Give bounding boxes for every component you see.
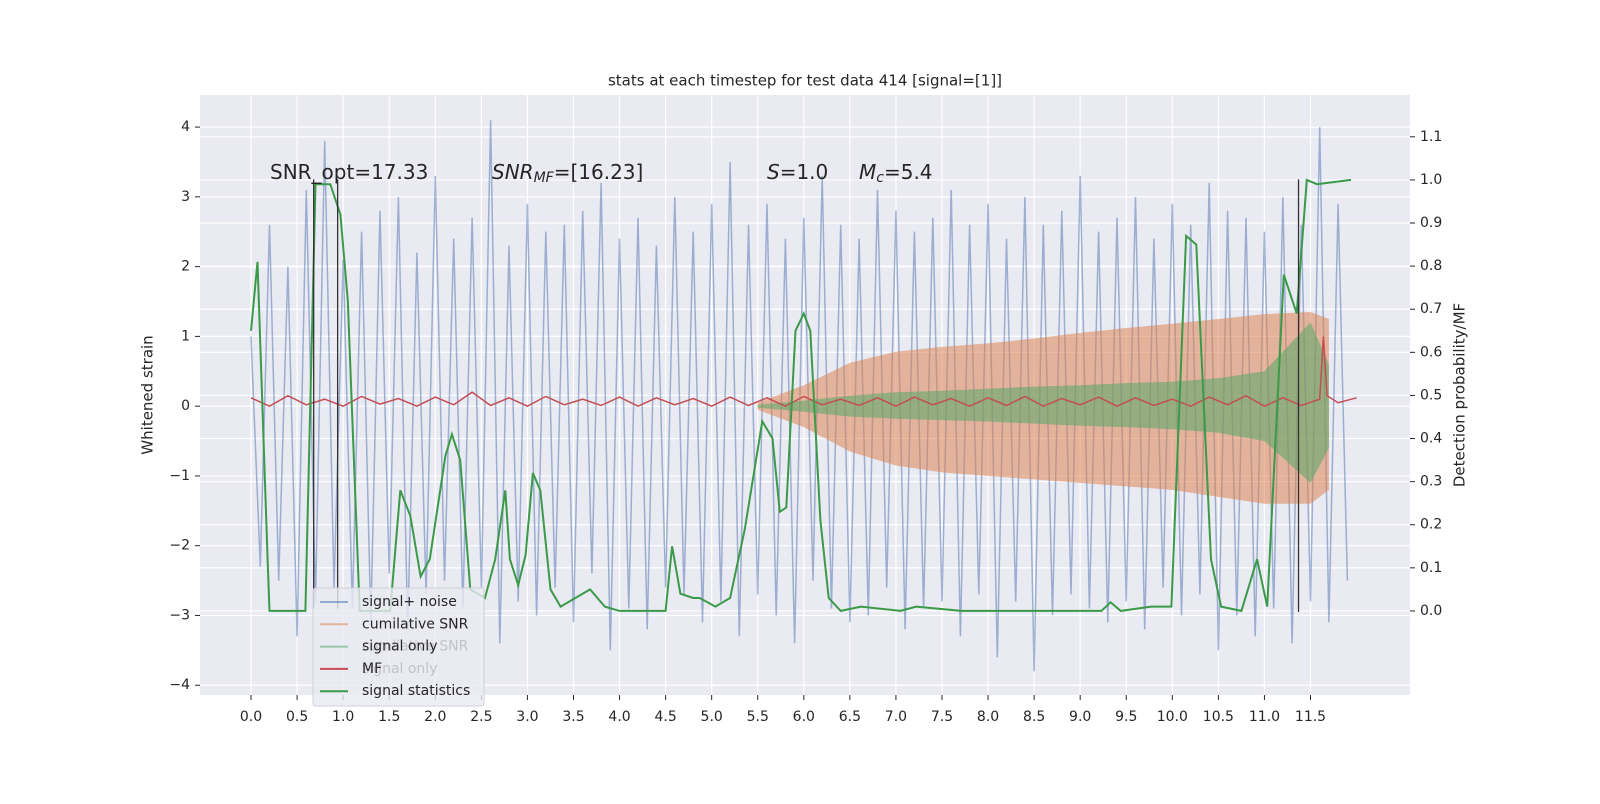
- y-axis-label: Whitened strain: [139, 335, 157, 454]
- x-tick-label: 3.5: [562, 709, 584, 725]
- y-tick-label: 1: [181, 328, 190, 344]
- x-tick-label: 4.5: [654, 709, 676, 725]
- y2-axis-label: Detection probability/MF: [1451, 303, 1469, 487]
- y-tick-label: −4: [169, 677, 190, 693]
- x-tick-label: 7.0: [885, 709, 907, 725]
- y-tick-label: 0: [181, 398, 190, 414]
- x-tick-label: 0.5: [286, 709, 308, 725]
- y2-tick-label: 0.5: [1420, 387, 1442, 403]
- legend-label: cumilative SNR: [362, 616, 469, 632]
- legend-label: signal+ noise: [362, 594, 457, 610]
- annotation: S=1.0: [767, 160, 828, 184]
- y2-tick-label: 1.1: [1420, 129, 1442, 145]
- legend-label: MF: [362, 661, 382, 677]
- x-tick-label: 9.0: [1069, 709, 1091, 725]
- y2-tick-label: 0.9: [1420, 215, 1442, 231]
- annotation: SNR_opt=17.33: [270, 160, 428, 184]
- x-tick-label: 2.0: [424, 709, 446, 725]
- x-tick-label: 6.5: [839, 709, 861, 725]
- x-tick-label: 8.0: [977, 709, 999, 725]
- y2-tick-label: 0.7: [1420, 301, 1442, 317]
- legend-box: [312, 587, 485, 707]
- series-line: [250, 178, 1352, 613]
- x-tick-label: 11.0: [1249, 709, 1280, 725]
- y2-tick-label: 0.4: [1420, 431, 1442, 447]
- x-tick-label: 3.0: [516, 709, 538, 725]
- marks: [250, 120, 1357, 672]
- axes: 0.0 0.5 1.0 1.5 2.0 2.5 3.0 3.5 4.0 4.5 5.0 5.5 6.0 6…: [169, 119, 1442, 725]
- x-tick-label: 0.0: [240, 709, 262, 725]
- y2-tick-label: 0.6: [1420, 344, 1442, 360]
- y2-tick-label: 0.2: [1420, 517, 1442, 533]
- x-tick-label: 1.0: [332, 709, 354, 725]
- y2-tick-label: 0.8: [1420, 258, 1442, 274]
- x-tick-label: 10.0: [1157, 709, 1188, 725]
- annotation: SNRMF=[16.23]: [492, 160, 643, 187]
- legend-label: signal only: [362, 639, 437, 655]
- x-tick-label: 1.5: [378, 709, 400, 725]
- y-tick-label: −1: [169, 468, 190, 484]
- y-tick-label: 2: [181, 259, 190, 275]
- x-tick-label: 2.5: [470, 709, 492, 725]
- legend-label: signal statistics: [362, 683, 470, 699]
- y-tick-label: 4: [181, 119, 190, 135]
- x-tick-label: 8.5: [1023, 709, 1045, 725]
- y-tick-label: 3: [181, 189, 190, 205]
- chart-title: stats at each timestep for test data 414…: [608, 72, 1002, 90]
- y2-tick-label: 0.1: [1420, 560, 1442, 576]
- y2-tick-label: 1.0: [1420, 172, 1442, 188]
- x-tick-label: 10.5: [1203, 709, 1234, 725]
- annotation: Mc=5.4: [859, 160, 933, 187]
- x-tick-label: 5.0: [701, 709, 723, 725]
- x-tick-label: 5.5: [747, 709, 769, 725]
- x-tick-label: 4.0: [608, 709, 630, 725]
- y-tick-label: −3: [169, 607, 190, 623]
- y2-tick-label: 0.3: [1420, 474, 1442, 490]
- y-tick-label: −2: [169, 538, 190, 554]
- x-tick-label: 6.0: [793, 709, 815, 725]
- series-band: [757, 322, 1329, 483]
- series-line: [250, 120, 1349, 672]
- x-tick-label: 9.5: [1115, 709, 1137, 725]
- x-tick-label: 7.5: [931, 709, 953, 725]
- x-tick-label: 11.5: [1295, 709, 1326, 725]
- y2-tick-label: 0.0: [1420, 603, 1442, 619]
